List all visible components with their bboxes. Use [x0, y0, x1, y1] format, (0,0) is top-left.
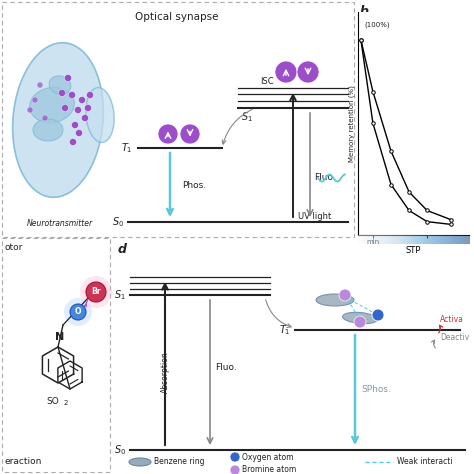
Circle shape [275, 61, 297, 83]
Text: $S_1$: $S_1$ [241, 110, 253, 124]
Text: Activa: Activa [440, 316, 464, 325]
FancyBboxPatch shape [2, 2, 354, 237]
Circle shape [86, 91, 93, 99]
Circle shape [74, 107, 82, 113]
Ellipse shape [316, 294, 354, 306]
Circle shape [64, 298, 92, 326]
FancyArrowPatch shape [266, 300, 291, 328]
Circle shape [72, 121, 79, 128]
Text: $S_0$: $S_0$ [114, 443, 126, 457]
Text: Optical synapse: Optical synapse [135, 12, 219, 22]
Ellipse shape [13, 43, 103, 197]
FancyArrowPatch shape [439, 325, 443, 333]
Circle shape [58, 90, 65, 97]
Text: Neurotransmitter: Neurotransmitter [27, 219, 93, 228]
Circle shape [80, 276, 112, 308]
Circle shape [32, 97, 38, 103]
Circle shape [158, 124, 178, 144]
Circle shape [70, 304, 86, 320]
Text: 2: 2 [64, 400, 68, 406]
Text: Absorption: Absorption [161, 352, 170, 393]
X-axis label: STP: STP [406, 246, 421, 255]
Text: $T_1$: $T_1$ [121, 141, 133, 155]
Circle shape [230, 452, 240, 462]
Ellipse shape [343, 312, 377, 324]
Circle shape [75, 129, 82, 137]
Circle shape [70, 138, 76, 146]
Text: eraction: eraction [5, 457, 42, 466]
Circle shape [27, 107, 33, 113]
Circle shape [84, 104, 91, 111]
Text: Bromine atom: Bromine atom [242, 465, 296, 474]
Text: O: O [75, 308, 81, 317]
Text: (100%): (100%) [364, 22, 390, 28]
FancyArrowPatch shape [222, 109, 253, 144]
Text: Phos.: Phos. [182, 181, 206, 190]
Text: otor: otor [5, 243, 23, 252]
Ellipse shape [49, 76, 71, 94]
Circle shape [354, 316, 366, 328]
Text: Br: Br [91, 288, 101, 297]
Circle shape [339, 289, 351, 301]
Text: Deactiv: Deactiv [440, 334, 469, 343]
Ellipse shape [33, 119, 63, 141]
Text: Fluo.: Fluo. [215, 363, 237, 372]
Text: N: N [55, 332, 64, 342]
Text: Oxygen atom: Oxygen atom [242, 453, 293, 462]
Text: SO: SO [46, 396, 59, 405]
Text: d: d [118, 243, 127, 256]
Ellipse shape [129, 458, 151, 466]
Text: Weak interacti: Weak interacti [397, 457, 453, 466]
Circle shape [82, 115, 89, 121]
Circle shape [230, 465, 240, 474]
Circle shape [64, 74, 72, 82]
FancyBboxPatch shape [2, 238, 110, 472]
Ellipse shape [86, 88, 114, 142]
Text: SPhos.: SPhos. [361, 385, 391, 394]
Text: Fluo.: Fluo. [314, 173, 336, 182]
Circle shape [37, 82, 43, 88]
Text: ISC: ISC [260, 77, 273, 86]
Text: UV light: UV light [298, 212, 332, 221]
Circle shape [42, 115, 48, 121]
Circle shape [79, 97, 85, 103]
Text: b: b [360, 5, 369, 18]
Text: $S_0$: $S_0$ [112, 215, 124, 229]
Circle shape [69, 91, 75, 99]
Circle shape [297, 61, 319, 83]
Circle shape [62, 104, 69, 111]
Y-axis label: Memory retention (%): Memory retention (%) [348, 85, 355, 162]
Text: $S_1$: $S_1$ [114, 288, 126, 302]
Circle shape [86, 282, 106, 302]
FancyArrowPatch shape [84, 304, 87, 307]
Circle shape [180, 124, 200, 144]
Text: Benzene ring: Benzene ring [154, 457, 204, 466]
Text: $T_1$: $T_1$ [280, 323, 291, 337]
Circle shape [372, 309, 384, 321]
FancyArrowPatch shape [431, 340, 435, 348]
Ellipse shape [30, 87, 74, 123]
